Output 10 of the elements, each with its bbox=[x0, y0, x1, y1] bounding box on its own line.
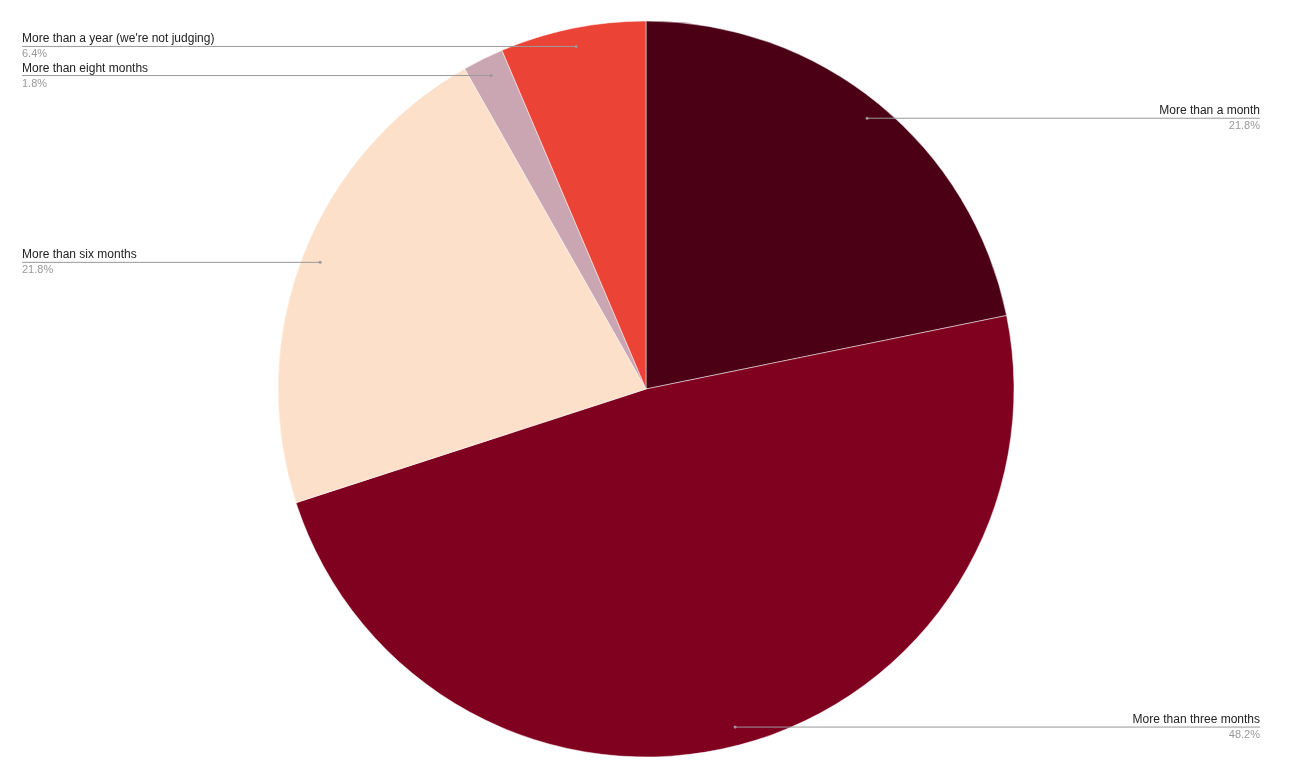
slice-label: More than three months bbox=[1132, 712, 1260, 727]
data-label: 48.2% bbox=[1228, 728, 1261, 741]
data-label: 6.4% bbox=[22, 47, 48, 60]
slice-label: More than six months bbox=[22, 247, 137, 262]
data-label: 21.8% bbox=[22, 263, 54, 276]
data-label: 21.8% bbox=[1228, 119, 1261, 132]
data-label: 1.8% bbox=[22, 76, 48, 89]
slice-label: More than a month bbox=[1159, 103, 1260, 118]
slice-label: More than eight months bbox=[22, 60, 149, 75]
slice-label: More than a year (we're not judging) bbox=[22, 31, 215, 46]
